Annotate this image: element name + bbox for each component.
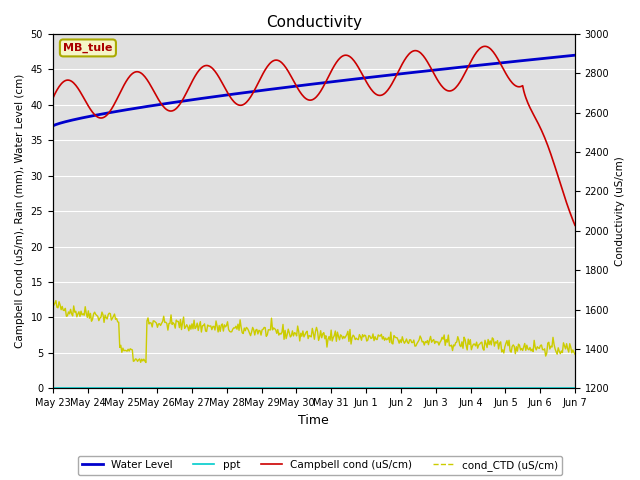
Water Level [559, 54, 566, 60]
Campbell cond (uS/cm) [360, 74, 367, 80]
ppt [477, 385, 484, 391]
ppt [559, 385, 566, 391]
ppt [332, 385, 339, 391]
ppt [300, 385, 308, 391]
ppt [297, 385, 305, 391]
Line: Campbell cond (uS/cm): Campbell cond (uS/cm) [52, 46, 575, 225]
Campbell cond (uS/cm) [297, 90, 305, 96]
Water Level [300, 82, 308, 88]
Text: MB_tule: MB_tule [63, 43, 113, 53]
ppt [571, 385, 579, 391]
cond_CTD (uS/cm) [299, 328, 307, 334]
cond_CTD (uS/cm) [142, 360, 150, 365]
Campbell cond (uS/cm) [481, 43, 489, 49]
cond_CTD (uS/cm) [52, 298, 60, 303]
Water Level [571, 52, 579, 58]
Water Level [332, 79, 339, 84]
Water Level [297, 83, 305, 88]
Water Level [360, 75, 367, 81]
Water Level [477, 62, 484, 68]
Campbell cond (uS/cm) [300, 94, 308, 100]
Campbell cond (uS/cm) [559, 191, 567, 196]
cond_CTD (uS/cm) [561, 343, 568, 348]
Line: Water Level: Water Level [52, 55, 575, 126]
Legend: Water Level, ppt, Campbell cond (uS/cm), cond_CTD (uS/cm): Water Level, ppt, Campbell cond (uS/cm),… [77, 456, 563, 475]
cond_CTD (uS/cm) [302, 330, 310, 336]
cond_CTD (uS/cm) [333, 329, 341, 335]
Line: cond_CTD (uS/cm): cond_CTD (uS/cm) [52, 300, 575, 362]
Title: Conductivity: Conductivity [266, 15, 362, 30]
Campbell cond (uS/cm) [332, 61, 339, 67]
Y-axis label: Conductivity (uS/cm): Conductivity (uS/cm) [615, 156, 625, 266]
Campbell cond (uS/cm) [49, 96, 56, 101]
cond_CTD (uS/cm) [479, 346, 487, 351]
Y-axis label: Campbell Cond (uS/m), Rain (mm), Water Level (cm): Campbell Cond (uS/m), Rain (mm), Water L… [15, 74, 25, 348]
Water Level [49, 123, 56, 129]
ppt [49, 385, 56, 391]
Campbell cond (uS/cm) [477, 45, 484, 51]
cond_CTD (uS/cm) [49, 299, 56, 304]
ppt [360, 385, 367, 391]
Campbell cond (uS/cm) [571, 222, 579, 228]
cond_CTD (uS/cm) [362, 333, 369, 339]
cond_CTD (uS/cm) [571, 351, 579, 357]
X-axis label: Time: Time [298, 414, 329, 427]
